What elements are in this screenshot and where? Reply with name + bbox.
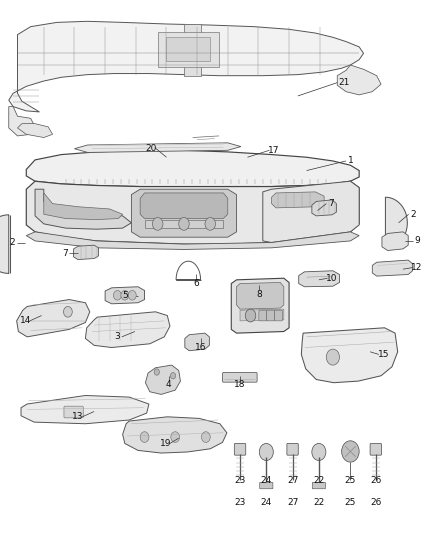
Polygon shape (382, 232, 408, 251)
Text: 14: 14 (20, 317, 31, 325)
Circle shape (259, 443, 273, 461)
Circle shape (205, 217, 215, 230)
Text: 9: 9 (414, 237, 420, 245)
FancyBboxPatch shape (287, 443, 298, 455)
FancyBboxPatch shape (223, 373, 257, 382)
Circle shape (201, 432, 210, 442)
Polygon shape (299, 271, 339, 287)
Text: 7: 7 (62, 249, 68, 257)
Text: 15: 15 (378, 350, 389, 359)
Circle shape (64, 306, 72, 317)
Polygon shape (145, 365, 180, 394)
Text: 26: 26 (370, 498, 381, 506)
Text: 21: 21 (338, 78, 350, 87)
Polygon shape (9, 107, 35, 136)
Text: 19: 19 (160, 439, 171, 448)
Polygon shape (263, 181, 359, 243)
Polygon shape (231, 278, 289, 333)
Text: 27: 27 (287, 477, 298, 485)
Polygon shape (21, 395, 149, 424)
Circle shape (326, 349, 339, 365)
Circle shape (152, 217, 163, 230)
Text: 22: 22 (313, 498, 325, 506)
Polygon shape (26, 181, 359, 244)
Polygon shape (240, 309, 284, 321)
Circle shape (170, 373, 176, 379)
Text: 10: 10 (326, 274, 338, 282)
Circle shape (128, 290, 136, 300)
Polygon shape (237, 282, 284, 309)
Circle shape (245, 309, 256, 322)
FancyBboxPatch shape (267, 310, 275, 321)
Polygon shape (44, 193, 123, 220)
Polygon shape (18, 124, 53, 138)
Text: 13: 13 (72, 413, 84, 421)
Text: 27: 27 (287, 498, 298, 506)
FancyBboxPatch shape (234, 443, 246, 455)
Circle shape (171, 432, 180, 442)
Circle shape (312, 443, 326, 461)
Text: 16: 16 (195, 343, 206, 352)
Text: 2: 2 (10, 238, 15, 247)
Polygon shape (145, 220, 223, 228)
Text: 25: 25 (345, 477, 356, 485)
Circle shape (342, 441, 359, 462)
Polygon shape (131, 189, 237, 237)
Text: 4: 4 (166, 381, 171, 389)
Text: 24: 24 (261, 498, 272, 506)
FancyBboxPatch shape (259, 310, 267, 321)
Text: 1: 1 (347, 157, 353, 165)
Polygon shape (17, 300, 90, 337)
Polygon shape (35, 189, 131, 229)
Text: 12: 12 (411, 263, 423, 272)
Polygon shape (385, 197, 407, 248)
Polygon shape (74, 245, 99, 260)
Polygon shape (312, 200, 336, 216)
Polygon shape (140, 193, 228, 219)
Text: 5: 5 (122, 292, 128, 300)
Text: 3: 3 (114, 333, 120, 341)
Polygon shape (301, 328, 398, 383)
Text: 8: 8 (256, 290, 262, 298)
Polygon shape (158, 32, 219, 67)
Circle shape (179, 217, 189, 230)
Circle shape (121, 290, 129, 300)
Polygon shape (272, 192, 324, 208)
Circle shape (154, 369, 159, 375)
Polygon shape (74, 143, 241, 152)
Text: 25: 25 (345, 498, 356, 506)
Polygon shape (166, 37, 210, 61)
FancyBboxPatch shape (370, 443, 381, 455)
Text: 17: 17 (268, 146, 279, 155)
Polygon shape (184, 24, 201, 76)
Text: 7: 7 (328, 199, 334, 208)
Text: 23: 23 (234, 477, 246, 485)
Polygon shape (26, 150, 359, 187)
Text: 22: 22 (313, 477, 325, 485)
Polygon shape (0, 215, 9, 273)
FancyBboxPatch shape (64, 406, 83, 418)
Circle shape (140, 432, 149, 442)
Text: 6: 6 (193, 279, 199, 288)
Polygon shape (26, 232, 359, 249)
Polygon shape (85, 312, 170, 348)
Text: 23: 23 (234, 498, 246, 506)
Polygon shape (185, 333, 209, 351)
Polygon shape (372, 260, 413, 276)
Circle shape (113, 290, 121, 300)
Polygon shape (105, 287, 145, 304)
Polygon shape (337, 65, 381, 95)
FancyBboxPatch shape (275, 310, 283, 321)
Text: 2: 2 (410, 210, 416, 219)
Text: 24: 24 (261, 477, 272, 485)
Polygon shape (123, 417, 227, 453)
FancyBboxPatch shape (260, 482, 273, 489)
Text: 26: 26 (370, 477, 381, 485)
Polygon shape (9, 21, 364, 112)
Text: 18: 18 (234, 381, 246, 389)
Text: 20: 20 (145, 144, 157, 152)
FancyBboxPatch shape (312, 482, 325, 489)
